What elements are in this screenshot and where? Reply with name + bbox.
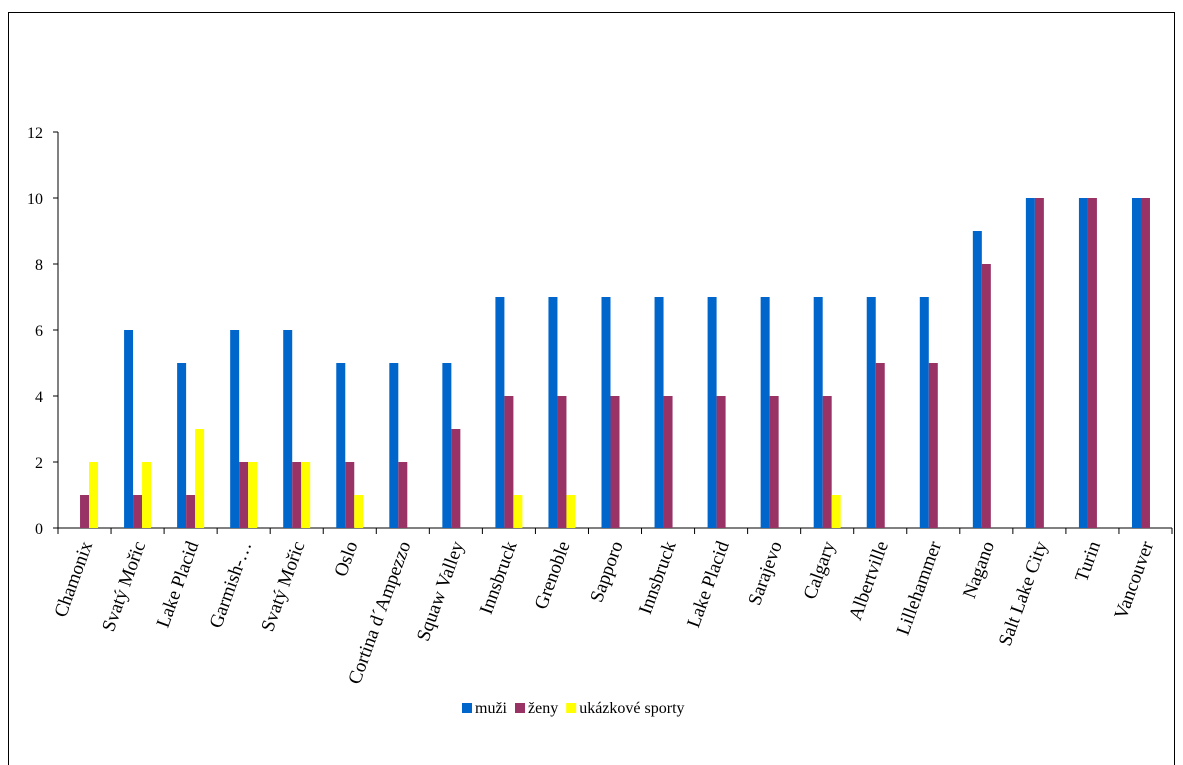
bar-muži-7 [442,363,452,528]
bar-muži-14 [813,297,823,528]
bar-muži-15 [866,297,876,528]
bar-ženy-15 [875,363,885,528]
category-label: Garmish-… [206,539,257,631]
bar-muži-5 [336,363,346,528]
bar-ženy-11 [663,396,673,528]
bar-muži-1 [124,330,134,528]
bar-muži-20 [1131,198,1141,528]
bar-ukázkové-sporty-4 [301,462,311,528]
bar-ženy-17 [981,264,991,528]
bar-muži-19 [1078,198,1088,528]
category-label: Nagano [959,539,999,602]
bar-ukázkové-sporty-3 [248,462,258,528]
category-label: Innsbruck [476,538,522,617]
category-label: Lake Placid [153,538,204,630]
y-tick-label: 12 [27,125,43,142]
bar-muži-9 [548,297,558,528]
category-label: Squaw Valley [413,538,469,644]
bar-muži-2 [177,363,187,528]
bar-ženy-12 [716,396,726,528]
bar-ženy-6 [398,462,408,528]
legend-label: ženy [528,700,558,717]
category-label: Innsbruck [635,538,681,617]
legend-swatch [462,703,472,713]
bar-ženy-16 [928,363,938,528]
category-label: Lillehammer [893,538,947,638]
category-label: Svatý Mořic [257,539,309,635]
bar-ukázkové-sporty-1 [142,462,152,528]
bar-muži-18 [1025,198,1035,528]
bar-ženy-10 [610,396,620,528]
category-label: Chamonix [50,538,97,620]
category-label: Turin [1071,538,1105,585]
bar-ukázkové-sporty-0 [89,462,99,528]
bar-ženy-2 [186,495,196,528]
y-axis: 0 2 4 6 8 10 12 [27,125,59,538]
legend: muži ženy ukázkové sporty [462,700,685,717]
legend-label: muži [475,700,508,717]
category-label: Oslo [330,539,362,580]
bar-ženy-3 [239,462,249,528]
bar-ukázkové-sporty-9 [566,495,576,528]
bars-group [80,198,1150,528]
category-label: Lake Placid [683,538,734,630]
category-label: Salt Lake City [995,538,1052,649]
bar-muži-8 [495,297,505,528]
y-tick-label: 4 [35,389,43,406]
bar-muži-12 [707,297,717,528]
legend-swatch [566,703,577,713]
category-label: Grenoble [531,539,575,613]
bar-ukázkové-sporty-8 [513,495,523,528]
category-labels: Chamonix Svatý Mořic Lake Placid Garmish-… S… [50,538,1158,687]
bar-ženy-7 [451,429,461,528]
y-tick-label: 2 [35,455,43,472]
bar-ukázkové-sporty-14 [831,495,841,528]
bar-ženy-20 [1140,198,1150,528]
y-tick-label: 10 [27,191,43,208]
bar-ženy-18 [1034,198,1044,528]
category-label: Sarajevo [744,539,786,609]
y-tick-label: 8 [35,257,43,274]
bar-ženy-1 [133,495,143,528]
bar-muži-16 [919,297,929,528]
bar-ženy-14 [822,396,832,528]
y-tick-label: 6 [35,323,43,340]
bar-ženy-9 [557,396,567,528]
bar-ženy-13 [769,396,779,528]
legend-label: ukázkové sporty [579,700,684,717]
category-label: Albertville [845,539,893,624]
bar-muži-4 [283,330,293,528]
category-label: Vancouver [1111,538,1159,622]
bar-muži-3 [230,330,240,528]
bar-muži-10 [601,297,611,528]
bar-ženy-4 [292,462,302,528]
bar-ukázkové-sporty-5 [354,495,364,528]
x-axis [57,527,1173,534]
bar-muži-6 [389,363,399,528]
category-label: Sapporo [586,539,627,606]
category-label: Calgary [800,538,840,602]
bar-ženy-0 [80,495,90,528]
bar-ukázkové-sporty-2 [195,429,205,528]
category-label: Svatý Mořic [98,539,150,635]
y-tick-label: 0 [35,521,43,538]
legend-swatch [515,703,525,713]
bar-ženy-19 [1087,198,1097,528]
bar-muži-17 [972,231,982,528]
bar-ženy-8 [504,396,514,528]
bar-muži-13 [760,297,770,528]
bar-muži-11 [654,297,664,528]
bar-ženy-5 [345,462,355,528]
